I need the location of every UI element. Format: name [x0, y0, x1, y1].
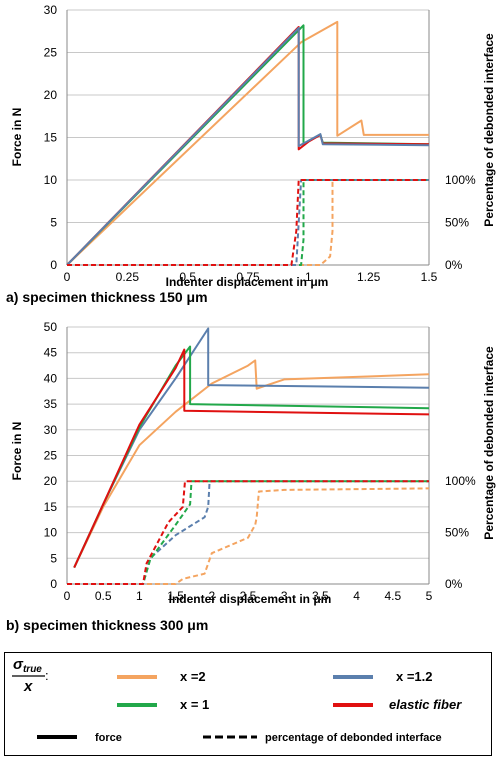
y2-tick-label: 100% — [445, 474, 476, 488]
x-tick-label: 1.25 — [357, 270, 381, 284]
x-tick-label: 1.5 — [167, 589, 184, 603]
x-tick-label: 1 — [305, 270, 312, 284]
y-tick-label: 50 — [44, 320, 58, 334]
y-tick-label: 25 — [44, 46, 58, 60]
y2-axis-label: Percentage of debonded interface — [482, 33, 496, 227]
debond-series-line — [67, 179, 429, 266]
x-tick-label: 0 — [64, 270, 71, 284]
sigma-symbol: σ — [13, 656, 24, 673]
x-tick-label: 0 — [64, 589, 71, 603]
x-tick-label: 4 — [353, 589, 360, 603]
force-series-line — [66, 26, 430, 266]
legend-label: elastic fiber — [389, 697, 462, 712]
force-series-line — [73, 348, 430, 569]
debond-series-line — [67, 487, 430, 585]
debond-series-line — [67, 480, 429, 585]
x-tick-label: 0.5 — [179, 270, 196, 284]
y2-tick-label: 100% — [445, 173, 476, 187]
chart-specimen-300: 0 0.5 1 1.5 2 2.5 3 3.5 4 4.5 50510152025303540455… — [10, 320, 496, 606]
x-tick-label: 4.5 — [384, 589, 401, 603]
y-tick-label: 5 — [50, 551, 57, 565]
y-tick-label: 10 — [44, 173, 58, 187]
force-series-line — [73, 345, 430, 569]
force-series-line — [66, 26, 430, 266]
legend-key-label: σtrue x : — [12, 656, 49, 695]
x-tick-label: 3 — [281, 589, 288, 603]
legend: σtrue x : x =2 x =1.2 x = 1 elastic fiber fo… — [4, 652, 492, 756]
legend-label: x =2 — [180, 669, 206, 684]
y-tick-label: 25 — [44, 449, 58, 463]
y2-tick-label: 50% — [445, 526, 469, 540]
denominator-x: x — [23, 678, 33, 695]
legend-label: x =1.2 — [396, 669, 433, 684]
y-axis-label: Force in N — [10, 108, 24, 167]
svg-text:σtrue: σtrue — [13, 656, 42, 675]
legend-label: force — [95, 732, 122, 744]
y-tick-label: 10 — [44, 526, 58, 540]
x-axis-label: Indenter displacement in μm — [166, 275, 329, 289]
y2-tick-label: 0% — [445, 577, 463, 591]
x-tick-label: 1 — [136, 589, 143, 603]
caption-b: b) specimen thickness 300 μm — [6, 617, 209, 633]
x-tick-label: 0.75 — [236, 270, 260, 284]
legend-label: percentage of debonded interface — [265, 732, 442, 744]
y-tick-label: 30 — [44, 3, 58, 17]
y-tick-label: 35 — [44, 397, 58, 411]
x-tick-label: 0.5 — [95, 589, 112, 603]
sigma-subscript: true — [23, 664, 42, 675]
y-tick-label: 0 — [50, 258, 57, 272]
x-tick-label: 2 — [208, 589, 215, 603]
x-axis-label: Indenter displacement in μm — [169, 592, 332, 606]
x-tick-label: 3.5 — [312, 589, 329, 603]
force-series-line — [73, 359, 430, 569]
y2-tick-label: 0% — [445, 258, 463, 272]
y-tick-label: 20 — [44, 88, 58, 102]
y2-tick-label: 50% — [445, 216, 469, 230]
y-tick-label: 40 — [44, 371, 58, 385]
y-tick-label: 15 — [44, 131, 58, 145]
y-tick-label: 30 — [44, 423, 58, 437]
x-tick-label: 1.5 — [421, 270, 438, 284]
y-tick-label: 20 — [44, 474, 58, 488]
x-tick-label: 2.5 — [240, 589, 257, 603]
y2-axis-label: Percentage of debonded interface — [482, 346, 496, 540]
x-tick-label: 5 — [426, 589, 433, 603]
colon: : — [45, 668, 49, 683]
legend-label: x = 1 — [180, 697, 209, 712]
force-series-line — [73, 327, 430, 569]
force-series-line — [66, 20, 429, 266]
x-tick-label: 0.25 — [116, 270, 140, 284]
y-tick-label: 5 — [50, 216, 57, 230]
caption-a: a) specimen thickness 150 μm — [6, 289, 208, 305]
y-tick-label: 45 — [44, 346, 58, 360]
y-tick-label: 15 — [44, 500, 58, 514]
y-tick-label: 0 — [50, 577, 57, 591]
chart-specimen-150: 0 0.25 0.5 0.75 1 1.25 1.5 0 5 10 15 20 25 30 0% 50% 100… — [10, 3, 496, 289]
y-axis-label: Force in N — [10, 422, 24, 481]
